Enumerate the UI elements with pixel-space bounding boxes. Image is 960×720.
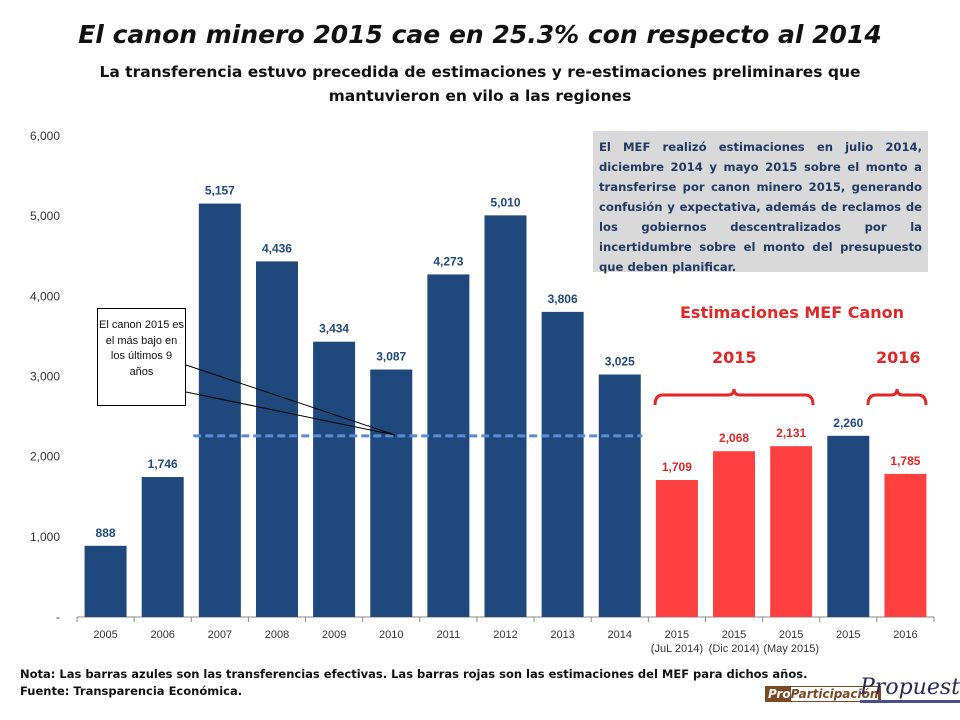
bar-0 [84,545,127,617]
x-tick-label: 2015 [665,629,689,641]
data-label: 1,746 [148,457,178,471]
x-tick-label: 2015 [779,629,803,641]
y-tick-label: 5,000 [30,209,60,223]
data-label: 2,131 [776,426,806,440]
bar-8 [541,311,584,617]
proparticipacion-logo: ProParticipación [765,686,882,702]
x-tick-label: 2009 [322,629,346,641]
bar-13 [827,435,870,617]
x-tick-label: 2015 [722,629,746,641]
group-label-2016: 2016 [876,348,921,367]
callout-box: El canon 2015 es el más bajo en los últi… [97,308,186,406]
y-tick-label: 1,000 [30,530,60,544]
x-tick-label: (Dic 2014) [709,643,760,655]
group-label-2015: 2015 [712,348,757,367]
bar-3 [255,261,298,617]
data-label: 888 [96,526,116,540]
y-tick-label: 4,000 [30,289,60,303]
propuesta-logo: Propuesta [860,676,960,703]
data-label: 5,157 [205,184,235,198]
x-tick-label: 2012 [493,629,517,641]
y-tick-label: - [56,610,60,624]
x-tick-label: 2007 [208,629,232,641]
x-tick-label: (JuL 2014) [651,643,703,655]
x-tick-label: 2010 [379,629,403,641]
bar-14 [884,473,927,617]
y-tick-label: 6,000 [30,129,60,143]
bar-4 [313,341,356,617]
bar-11 [713,451,756,617]
bar-10 [655,479,698,617]
data-label: 4,273 [433,254,463,268]
brace-2015 [653,388,815,406]
page-title: El canon minero 2015 cae en 25.3% con re… [78,20,882,49]
bar-9 [598,374,641,617]
x-tick-label: 2015 [836,629,860,641]
data-label: 3,025 [605,354,635,368]
bar-6 [427,274,470,617]
x-tick-label: 2011 [437,629,461,641]
x-tick-label: 2013 [550,629,574,641]
info-box: El MEF realizó estimaciones en julio 201… [593,131,928,274]
data-label: 4,436 [262,241,292,255]
callout-pointer [185,364,396,436]
data-label: 3,087 [376,350,406,364]
source-line: Fuente: Transparencia Económica. [20,684,243,698]
data-label: 3,434 [319,322,349,336]
bar-1 [141,477,184,617]
footnote: Nota: Las barras azules son las transfer… [20,666,807,700]
note-line: Nota: Las barras azules son las transfer… [20,667,808,681]
y-tick-label: 2,000 [30,450,60,464]
y-tick-label: 3,000 [30,370,60,384]
estimates-heading: Estimaciones MEF Canon [680,303,905,322]
data-label: 2,260 [833,416,863,430]
bar-2 [198,203,241,617]
x-tick-label: (May 2015) [763,643,819,655]
data-label: 3,806 [548,292,578,306]
x-tick-label: 2006 [150,629,174,641]
data-label: 5,010 [490,195,520,209]
bar-12 [770,446,813,617]
bar-7 [484,215,527,618]
x-tick-label: 2005 [93,629,117,641]
callout-pointer [185,391,396,436]
data-label: 1,709 [662,460,692,474]
brace-2016 [866,388,928,406]
x-tick-label: 2008 [265,629,289,641]
bar-5 [370,369,413,617]
x-tick-label: 2014 [608,629,632,641]
data-label: 1,785 [890,454,920,468]
page-subtitle: La transferencia estuvo precedida de est… [99,63,861,105]
x-tick-label: 2016 [893,629,917,641]
data-label: 2,068 [719,431,749,445]
